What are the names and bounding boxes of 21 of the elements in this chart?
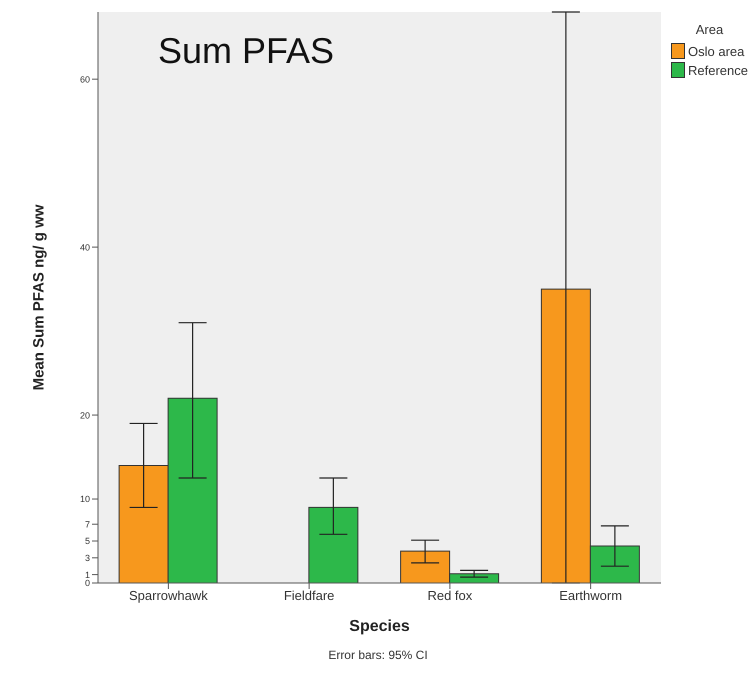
y-tick-label: 10 bbox=[80, 494, 90, 504]
text: Error bars: 95% CI bbox=[327, 648, 429, 662]
y-tick-label: 60 bbox=[80, 74, 90, 84]
y-tick-label: 1 bbox=[84, 570, 90, 580]
y-tick-label: 0 bbox=[84, 578, 90, 588]
x-tick-label: Sparrowhawk bbox=[128, 588, 208, 604]
x-tick-label: Earthworm bbox=[559, 588, 622, 604]
y-tick-label: 7 bbox=[84, 519, 90, 530]
bar bbox=[308, 506, 358, 583]
x-axis-title: Species bbox=[349, 618, 410, 635]
text: Sum PFAS bbox=[158, 30, 334, 72]
x-tick-label: Red fox bbox=[427, 588, 473, 604]
legend-label: Oslo area bbox=[688, 44, 744, 58]
legend-label: Reference bbox=[688, 62, 748, 78]
y-tick-label: 20 bbox=[80, 410, 90, 420]
y-tick-label: 3 bbox=[84, 553, 90, 564]
y-tick-label: 5 bbox=[84, 536, 90, 546]
x-tick-label: Fieldfare bbox=[284, 588, 334, 604]
y-tick-label: 40 bbox=[80, 242, 90, 252]
y-axis-title: Mean Sum PFAS ng/ g ww bbox=[30, 204, 48, 390]
legend-title: Area bbox=[694, 22, 724, 37]
